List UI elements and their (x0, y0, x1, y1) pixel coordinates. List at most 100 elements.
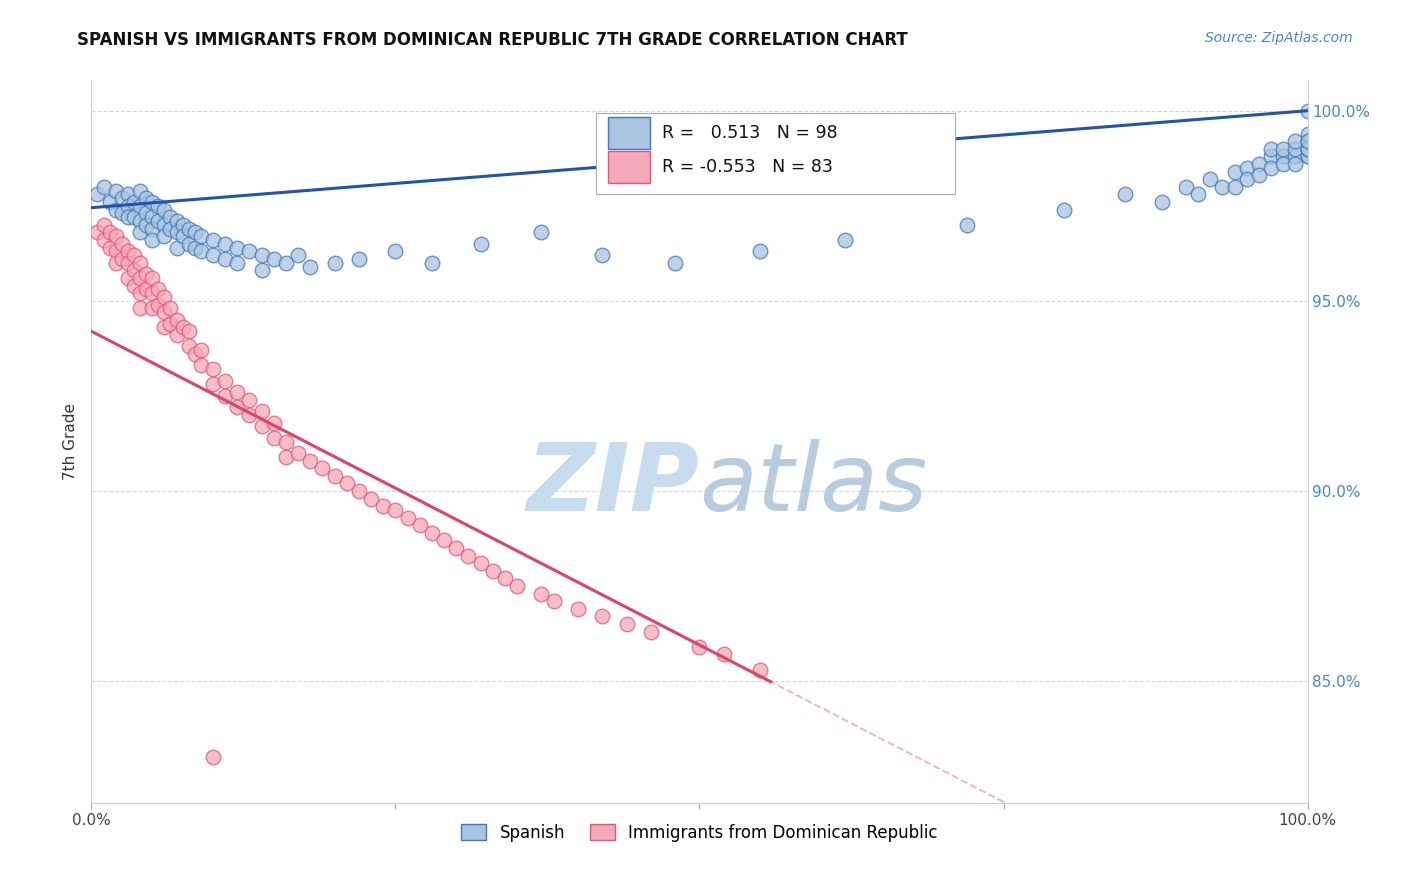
Point (159, 317, 181, 331)
Point (129, 271, 152, 285)
Point (111, 252, 134, 266)
Point (360, 491, 382, 506)
Point (135, 267, 157, 281)
Point (713, 648, 735, 662)
Point (1187, 187, 1209, 202)
Point (457, 549, 479, 563)
Point (159, 301, 181, 316)
Point (190, 244, 212, 259)
Point (86, 187, 108, 202)
Point (104, 229, 127, 244)
Point (184, 226, 207, 240)
Point (420, 256, 443, 270)
Point (153, 218, 176, 232)
Point (274, 434, 297, 449)
Point (184, 347, 207, 361)
Point (141, 286, 163, 301)
Text: Source: ZipAtlas.com: Source: ZipAtlas.com (1205, 31, 1353, 45)
Point (1236, 161, 1258, 175)
Point (104, 256, 127, 270)
Point (749, 663, 772, 677)
Point (135, 191, 157, 205)
Point (323, 468, 346, 483)
Point (153, 290, 176, 304)
Point (299, 260, 322, 274)
Point (202, 233, 225, 247)
Point (1284, 157, 1306, 171)
Point (98, 226, 121, 240)
Point (129, 199, 152, 213)
Point (409, 518, 432, 533)
Text: SPANISH VS IMMIGRANTS FROM DOMINICAN REPUBLIC 7TH GRADE CORRELATION CHART: SPANISH VS IMMIGRANTS FROM DOMINICAN REP… (77, 31, 908, 49)
Point (749, 244, 772, 259)
Point (1247, 157, 1270, 171)
Point (323, 256, 346, 270)
Point (470, 236, 492, 251)
Point (567, 602, 589, 616)
Point (250, 248, 273, 262)
Point (129, 226, 152, 240)
Point (172, 229, 194, 244)
Point (202, 248, 225, 262)
Point (148, 214, 170, 228)
Point (153, 229, 176, 244)
Point (591, 609, 613, 624)
Point (373, 499, 395, 513)
Point (117, 210, 139, 224)
Point (86, 226, 108, 240)
Point (1211, 179, 1233, 194)
Point (117, 244, 139, 259)
Point (184, 241, 207, 255)
Point (122, 263, 145, 277)
Point (148, 199, 170, 213)
Point (153, 305, 176, 319)
Point (177, 339, 200, 353)
Point (530, 226, 553, 240)
Point (166, 226, 188, 240)
Point (153, 202, 176, 217)
Point (250, 404, 273, 418)
Point (226, 401, 249, 415)
Point (129, 286, 152, 301)
Point (263, 431, 285, 445)
Point (129, 301, 152, 316)
Point (177, 236, 200, 251)
Point (384, 503, 406, 517)
Point (214, 236, 236, 251)
Point (1272, 157, 1295, 171)
Point (287, 248, 309, 262)
Point (238, 392, 260, 407)
Point (1296, 134, 1319, 148)
Point (263, 252, 285, 266)
Point (166, 214, 188, 228)
Point (1272, 142, 1295, 156)
Point (148, 282, 170, 296)
Point (111, 206, 134, 220)
Point (470, 556, 492, 570)
Point (1260, 142, 1282, 156)
Point (616, 617, 638, 632)
Point (1284, 149, 1306, 163)
Point (311, 461, 333, 475)
Point (1247, 169, 1270, 183)
Point (1296, 134, 1319, 148)
Point (834, 233, 856, 247)
Point (688, 640, 710, 654)
Point (1296, 142, 1319, 156)
Point (148, 298, 170, 312)
Point (1223, 179, 1246, 194)
Point (122, 278, 145, 293)
Point (1296, 134, 1319, 148)
Point (664, 256, 686, 270)
Point (93, 179, 115, 194)
Point (122, 248, 145, 262)
Point (1272, 149, 1295, 163)
Point (111, 236, 134, 251)
Point (166, 328, 188, 343)
Point (122, 210, 145, 224)
Point (506, 579, 529, 593)
Point (1199, 172, 1222, 186)
Point (159, 210, 181, 224)
Point (226, 241, 249, 255)
Point (1284, 134, 1306, 148)
